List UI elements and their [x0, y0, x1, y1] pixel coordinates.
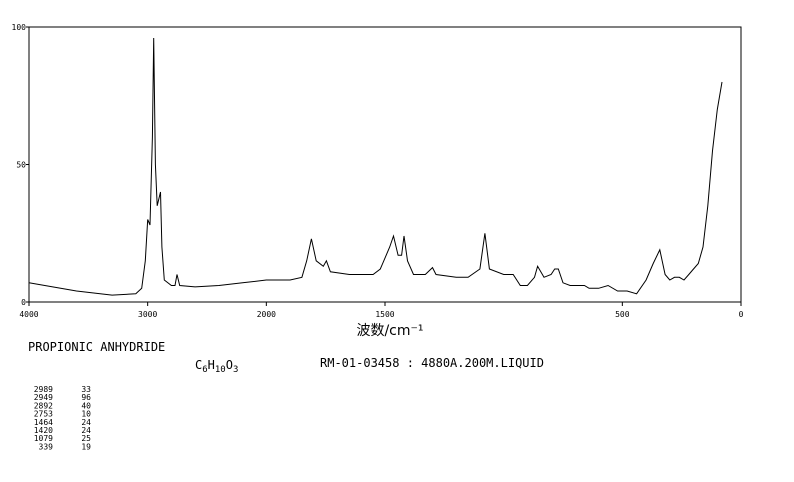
x-tick-label: 500	[615, 310, 630, 319]
peak-intensity: 19	[81, 442, 91, 451]
x-tick-label: 4000	[19, 310, 38, 319]
y-tick-label: 50	[16, 161, 26, 170]
peak-wavenumber: 1079	[34, 434, 53, 443]
peak-intensity: 25	[81, 434, 91, 443]
peak-wavenumber: 2753	[34, 410, 53, 419]
formula-part: C	[195, 358, 202, 372]
formula-part: 10	[215, 365, 226, 375]
peak-intensity: 33	[81, 385, 91, 394]
peak-wavenumber: 339	[39, 442, 54, 451]
x-tick-label: 2000	[257, 310, 276, 319]
peak-intensity: 24	[81, 426, 91, 435]
x-axis-label: 波数/cm⁻¹	[356, 323, 423, 339]
peak-intensity: 24	[81, 418, 91, 427]
formula-part: 3	[233, 365, 238, 375]
y-tick-label: 100	[12, 23, 27, 32]
peak-intensity: 40	[81, 401, 91, 410]
conditions: RM-01-03458 : 4880A.200M.LIQUID	[320, 356, 544, 370]
compound-name: PROPIONIC ANHYDRIDE	[28, 340, 165, 354]
x-tick-label: 3000	[138, 310, 157, 319]
formula: C6H10O3	[195, 358, 238, 375]
spectrum-line	[28, 37, 723, 296]
x-tick-label: 0	[739, 310, 744, 319]
formula-part: O	[226, 358, 233, 372]
peak-wavenumber: 2892	[34, 401, 53, 410]
peak-intensity: 10	[81, 410, 91, 419]
formula-part: 6	[202, 365, 207, 375]
y-tick-label: 0	[21, 298, 26, 307]
peak-wavenumber: 1464	[34, 418, 53, 427]
formula-part: H	[208, 358, 215, 372]
peak-wavenumber: 2989	[34, 385, 53, 394]
peak-wavenumber: 1420	[34, 426, 53, 435]
peak-wavenumber: 2949	[34, 393, 53, 402]
peak-intensity: 96	[81, 393, 91, 402]
plot-frame	[28, 26, 742, 303]
x-tick-label: 1500	[375, 310, 394, 319]
